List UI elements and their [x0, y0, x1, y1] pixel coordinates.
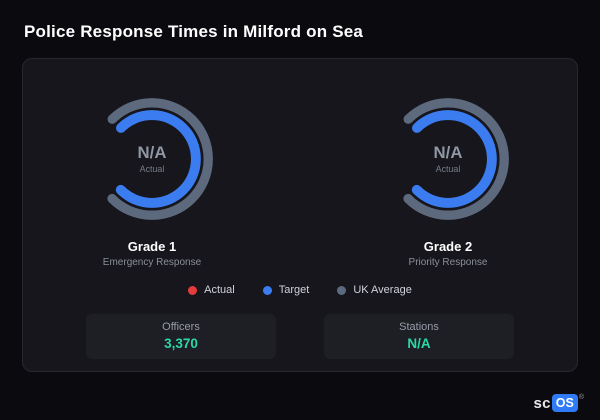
gauge-grade-2: N/A Actual Grade 2 Priority Response [348, 85, 548, 268]
uk-average-ring [387, 98, 509, 220]
stat-value: 3,370 [164, 336, 198, 351]
gauge-center-value: N/A [434, 143, 463, 162]
gauge-chart: N/A Actual [387, 98, 509, 220]
gauge-subtitle: Emergency Response [102, 257, 202, 268]
legend-label: UK Average [353, 284, 412, 296]
response-times-card: N/A Actual Grade 1 Emergency Response N/… [22, 58, 578, 372]
legend-item-target[interactable]: Target [262, 284, 310, 296]
stat-stations: Stations N/A [324, 314, 514, 359]
gauge-grade-1: N/A Actual Grade 1 Emergency Response [52, 85, 252, 268]
legend-item-actual[interactable]: Actual [188, 284, 235, 296]
logo-badge: OS [551, 394, 578, 412]
stat-label: Stations [399, 321, 439, 333]
legend-label: Actual [204, 284, 235, 296]
uk-average-dot-icon [337, 285, 347, 295]
registered-trademark-icon: ® [578, 394, 584, 401]
uk-average-ring [91, 98, 213, 220]
gauge-center-value: N/A [138, 143, 167, 162]
gauge-subtitle: Priority Response [408, 257, 488, 268]
gauge-center-label: Actual [436, 164, 461, 174]
stat-label: Officers [162, 321, 200, 333]
stat-officers: Officers 3,370 [86, 314, 276, 359]
logo-prefix: sc [533, 394, 551, 412]
legend-item-uk-average[interactable]: UK Average [337, 284, 412, 296]
gauge-center-label: Actual [140, 164, 165, 174]
target-ring [399, 110, 497, 208]
legend-label: Target [278, 284, 310, 296]
gauge-title: Grade 2 [423, 239, 473, 254]
target-dot-icon [262, 285, 272, 295]
actual-dot-icon [188, 285, 198, 295]
page-title: Police Response Times in Milford on Sea [24, 22, 364, 41]
chart-legend: Actual Target UK Average [43, 284, 557, 296]
gauge-chart: N/A Actual [91, 98, 213, 220]
gauges-row: N/A Actual Grade 1 Emergency Response N/… [43, 85, 557, 268]
stat-value: N/A [407, 336, 431, 351]
scos-logo: sc OS ® [533, 394, 584, 412]
target-ring [103, 110, 201, 208]
gauge-title: Grade 1 [127, 239, 177, 254]
stats-row: Officers 3,370 Stations N/A [43, 314, 557, 359]
